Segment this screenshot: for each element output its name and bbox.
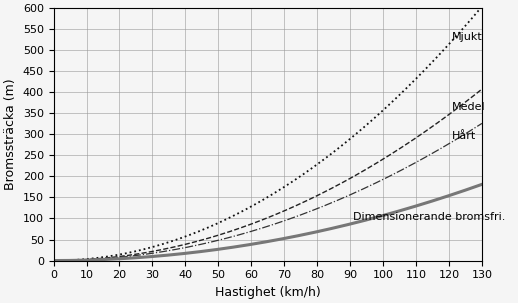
Text: Hårt: Hårt (452, 132, 477, 142)
Text: Mjukt: Mjukt (452, 32, 483, 42)
Y-axis label: Bromssträcka (m): Bromssträcka (m) (4, 78, 17, 190)
Text: Dimensionerande bromsfri.: Dimensionerande bromsfri. (353, 212, 506, 222)
Text: Medel: Medel (452, 102, 486, 112)
X-axis label: Hastighet (km/h): Hastighet (km/h) (215, 286, 321, 299)
